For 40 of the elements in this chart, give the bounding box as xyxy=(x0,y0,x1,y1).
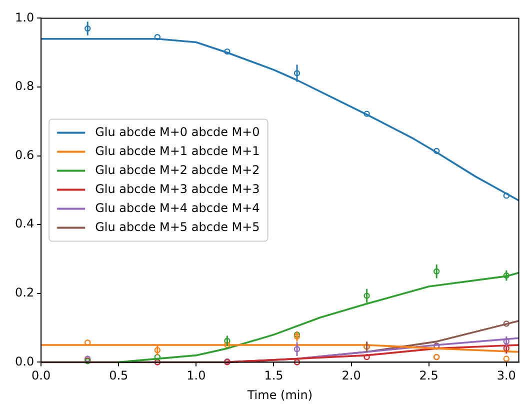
point xyxy=(364,354,370,360)
x-tick-label: 2.5 xyxy=(419,368,438,383)
legend-label: Glu abcde M+5 abcde M+5 xyxy=(95,220,260,234)
x-tick-label: 2.0 xyxy=(342,368,361,383)
point xyxy=(364,110,370,117)
x-tick-label: 1.0 xyxy=(186,368,206,383)
point xyxy=(84,339,91,346)
point xyxy=(503,272,510,279)
legend-label: Glu abcde M+0 abcde M+0 xyxy=(95,124,260,139)
point xyxy=(503,320,510,327)
y-tick-label: 0.0 xyxy=(14,354,34,368)
point xyxy=(503,345,510,352)
legend-label: Glu abcde M+4 abcde M+4 xyxy=(95,200,260,215)
point xyxy=(503,192,510,199)
x-tick-label: 0.0 xyxy=(32,368,51,383)
point xyxy=(224,342,230,348)
point xyxy=(433,268,440,274)
y-tick-label: 0.6 xyxy=(14,148,34,162)
point xyxy=(224,338,230,344)
y-tick-label: 0.8 xyxy=(14,79,34,94)
x-tick-label: 0.5 xyxy=(109,368,128,383)
point xyxy=(154,347,161,354)
legend-label: Glu abcde M+2 abcde M+2 xyxy=(95,162,260,177)
point xyxy=(433,148,440,154)
point xyxy=(364,292,370,299)
point xyxy=(294,346,300,352)
legend-label: Glu abcde M+3 abcde M+3 xyxy=(95,182,260,196)
point xyxy=(154,354,161,360)
x-tick-label: 3.0 xyxy=(496,368,516,383)
y-tick-label: 0.2 xyxy=(14,286,34,300)
point xyxy=(154,34,161,40)
point xyxy=(84,25,91,32)
point xyxy=(294,70,300,76)
point xyxy=(224,48,230,55)
legend-label: Glu abcde M+1 abcde M+1 xyxy=(95,144,260,158)
point xyxy=(503,356,510,362)
y-tick-label: 0.4 xyxy=(14,216,34,231)
y-tick-label: 1.0 xyxy=(14,10,34,24)
x-tick-label: 1.5 xyxy=(264,368,284,383)
x-axis-title: Time (min) xyxy=(246,388,313,402)
